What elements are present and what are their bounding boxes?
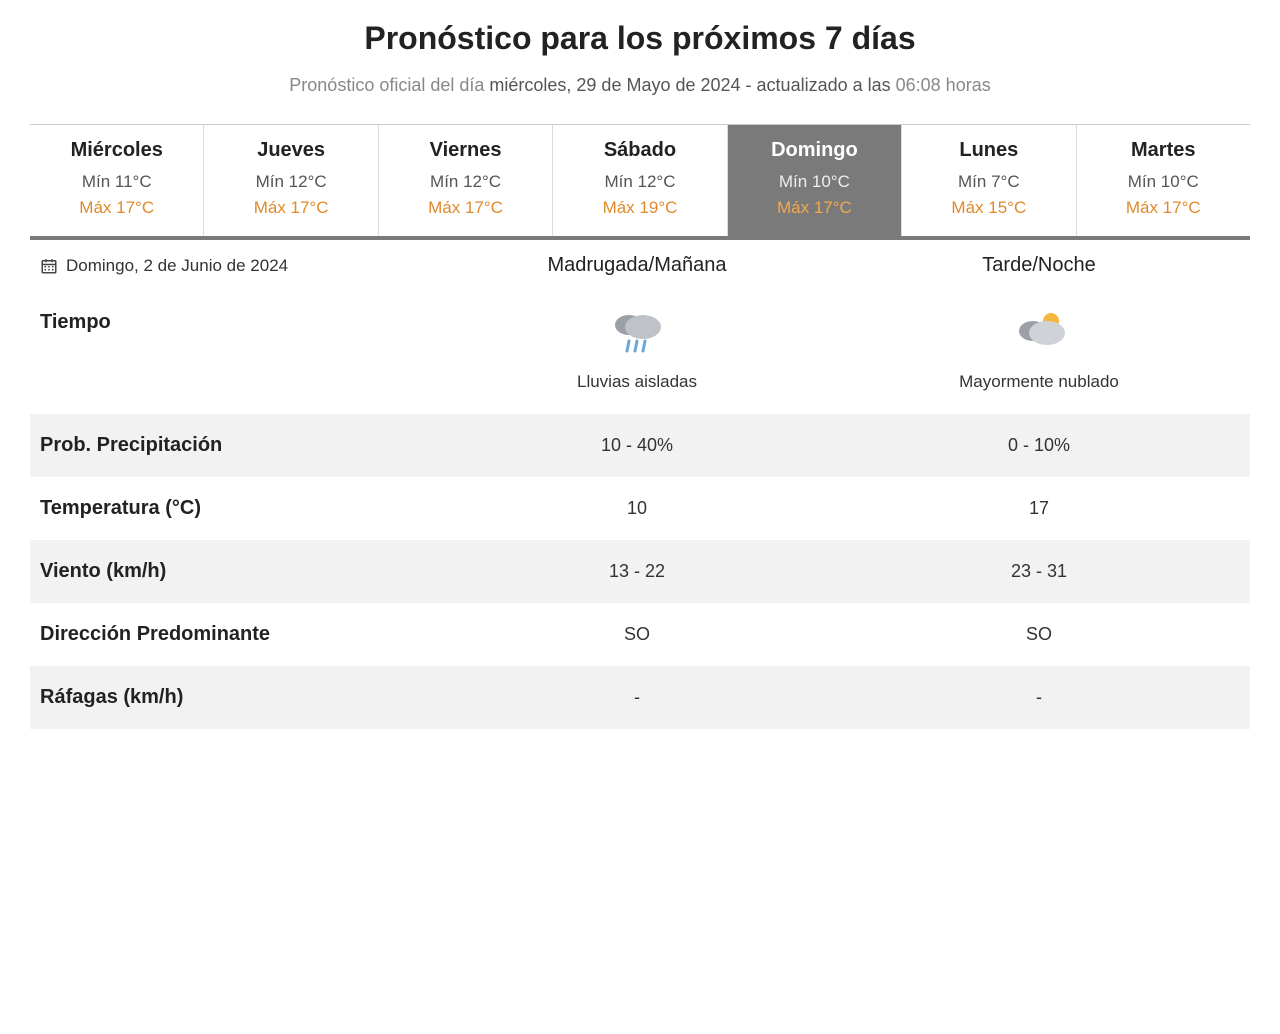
day-min: Mín 10°C — [736, 172, 893, 192]
day-tab-miércoles[interactable]: Miércoles Mín 11°C Máx 17°C — [30, 125, 204, 236]
day-tabs: Miércoles Mín 11°C Máx 17°C Jueves Mín 12°C M… — [30, 124, 1250, 240]
day-max: Máx 17°C — [212, 198, 369, 218]
detail-row: Prob. Precipitación10 - 40%0 - 10% — [30, 414, 1250, 477]
page-title: Pronóstico para los próximos 7 días — [30, 20, 1250, 57]
detail-header: Domingo, 2 de Junio de 2024 Madrugada/Ma… — [30, 240, 1250, 287]
detail-row: Viento (km/h)13 - 2223 - 31 — [30, 540, 1250, 603]
row-label: Ráfagas (km/h) — [40, 686, 436, 709]
row-morning-value: 13 - 22 — [436, 561, 838, 582]
row-evening-value: 17 — [838, 498, 1240, 519]
row-morning-value: 10 — [436, 498, 838, 519]
detail-row: Ráfagas (km/h)-- — [30, 666, 1250, 729]
day-tab-lunes[interactable]: Lunes Mín 7°C Máx 15°C — [902, 125, 1076, 236]
row-label: Prob. Precipitación — [40, 434, 436, 457]
day-max: Máx 17°C — [736, 198, 893, 218]
row-morning-value: SO — [436, 624, 838, 645]
weather-evening: Mayormente nublado — [838, 305, 1240, 392]
row-evening-value: 0 - 10% — [838, 435, 1240, 456]
weather-row: Tiempo Lluvias aisladas — [30, 287, 1250, 414]
day-tab-martes[interactable]: Martes Mín 10°C Máx 17°C — [1077, 125, 1250, 236]
period-evening-head: Tarde/Noche — [838, 254, 1240, 277]
detail-row: Temperatura (°C)1017 — [30, 477, 1250, 540]
day-max: Máx 15°C — [910, 198, 1067, 218]
period-morning-head: Madrugada/Mañana — [436, 254, 838, 277]
day-tab-viernes[interactable]: Viernes Mín 12°C Máx 17°C — [379, 125, 553, 236]
day-min: Mín 12°C — [561, 172, 718, 192]
row-label: Dirección Predominante — [40, 623, 436, 646]
weather-morning-desc: Lluvias aisladas — [436, 372, 838, 392]
weather-label: Tiempo — [40, 305, 436, 334]
day-name: Viernes — [387, 139, 544, 162]
day-tab-domingo[interactable]: Domingo Mín 10°C Máx 17°C — [728, 125, 902, 236]
selected-date-cell: Domingo, 2 de Junio de 2024 — [40, 256, 436, 276]
row-morning-value: 10 - 40% — [436, 435, 838, 456]
day-max: Máx 17°C — [387, 198, 544, 218]
day-tab-jueves[interactable]: Jueves Mín 12°C Máx 17°C — [204, 125, 378, 236]
day-name: Jueves — [212, 139, 369, 162]
row-evening-value: SO — [838, 624, 1240, 645]
mostly-cloudy-icon — [1007, 305, 1071, 362]
day-name: Martes — [1085, 139, 1242, 162]
row-morning-value: - — [436, 687, 838, 708]
subtitle: Pronóstico oficial del día miércoles, 29… — [30, 75, 1250, 96]
weather-morning: Lluvias aisladas — [436, 305, 838, 392]
detail-row: Dirección PredominanteSOSO — [30, 603, 1250, 666]
forecast-widget: Pronóstico para los próximos 7 días Pron… — [0, 0, 1280, 749]
row-evening-value: - — [838, 687, 1240, 708]
day-name: Lunes — [910, 139, 1067, 162]
day-min: Mín 11°C — [38, 172, 195, 192]
day-max: Máx 17°C — [38, 198, 195, 218]
subtitle-time: 06:08 horas — [896, 75, 991, 95]
day-min: Mín 10°C — [1085, 172, 1242, 192]
subtitle-date: miércoles, 29 de Mayo de 2024 — [489, 75, 740, 95]
subtitle-mid: - actualizado a las — [741, 75, 896, 95]
row-label: Temperatura (°C) — [40, 497, 436, 520]
row-label: Viento (km/h) — [40, 560, 436, 583]
weather-evening-desc: Mayormente nublado — [838, 372, 1240, 392]
detail-rows: Prob. Precipitación10 - 40%0 - 10%Temper… — [30, 414, 1250, 729]
subtitle-prefix: Pronóstico oficial del día — [289, 75, 489, 95]
day-max: Máx 19°C — [561, 198, 718, 218]
day-max: Máx 17°C — [1085, 198, 1242, 218]
day-tab-sábado[interactable]: Sábado Mín 12°C Máx 19°C — [553, 125, 727, 236]
selected-date: Domingo, 2 de Junio de 2024 — [66, 256, 288, 276]
day-min: Mín 7°C — [910, 172, 1067, 192]
calendar-icon — [40, 257, 58, 275]
rain-icon — [605, 305, 669, 362]
day-name: Sábado — [561, 139, 718, 162]
day-min: Mín 12°C — [212, 172, 369, 192]
row-evening-value: 23 - 31 — [838, 561, 1240, 582]
day-name: Domingo — [736, 139, 893, 162]
day-name: Miércoles — [38, 139, 195, 162]
day-min: Mín 12°C — [387, 172, 544, 192]
